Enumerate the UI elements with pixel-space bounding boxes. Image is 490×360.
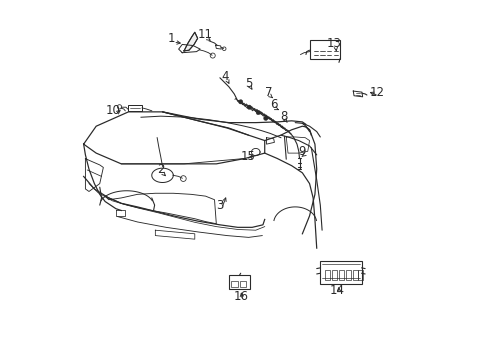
Circle shape: [256, 111, 260, 115]
Text: 14: 14: [330, 284, 345, 297]
Bar: [332, 270, 337, 280]
Text: 8: 8: [280, 110, 288, 123]
Bar: [324, 270, 330, 280]
Bar: [310, 40, 340, 59]
Text: 2: 2: [157, 163, 165, 176]
Bar: [229, 275, 250, 289]
Bar: [231, 281, 238, 287]
Text: 3: 3: [216, 199, 223, 212]
Text: 12: 12: [369, 86, 385, 99]
Text: 7: 7: [265, 86, 272, 99]
Bar: [240, 281, 246, 287]
Text: 4: 4: [221, 69, 229, 82]
Text: 16: 16: [233, 290, 248, 303]
Bar: [320, 261, 362, 284]
Bar: [128, 105, 142, 111]
Bar: [346, 270, 351, 280]
Text: 5: 5: [245, 77, 252, 90]
Text: 6: 6: [270, 98, 277, 111]
Circle shape: [264, 116, 268, 121]
Text: 9: 9: [298, 145, 306, 158]
Text: 15: 15: [241, 150, 255, 163]
Circle shape: [247, 105, 251, 109]
Circle shape: [239, 100, 243, 104]
Bar: [358, 270, 363, 280]
Bar: [339, 270, 344, 280]
Polygon shape: [184, 32, 197, 51]
Text: 11: 11: [198, 28, 213, 41]
Text: 13: 13: [326, 36, 342, 50]
Text: 1: 1: [168, 32, 175, 45]
Bar: [353, 270, 358, 280]
Text: 10: 10: [106, 104, 121, 117]
